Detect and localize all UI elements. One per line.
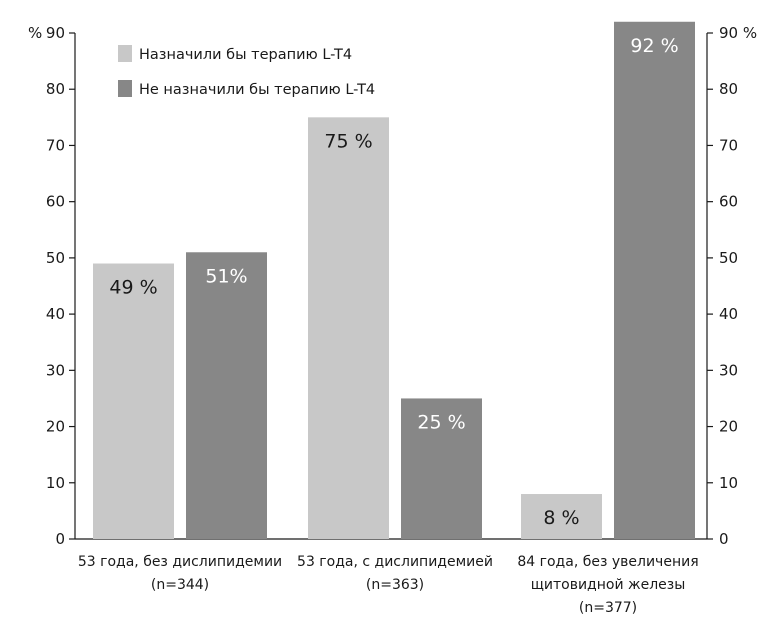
left-y-tick-label: 0	[55, 530, 65, 548]
category-label: (n=363)	[366, 577, 424, 593]
bar-prescribe-2	[308, 117, 389, 539]
right-y-tick-label: 40	[719, 305, 738, 323]
axes: 0 0 10 10 20 20 30 30 40 40 50 50 60 60 70 70 80 80 90 90 %…	[28, 24, 757, 548]
category-labels: 53 года, без дислипидемии (n=344) 53 года,…	[78, 554, 699, 616]
right-y-tick-label: 0	[719, 530, 729, 548]
right-y-tick-label: 70	[719, 136, 738, 154]
category-label: щитовидной железы	[531, 577, 686, 593]
bars	[93, 21, 695, 540]
left-unit-label: %	[28, 24, 42, 42]
left-y-tick-label: 10	[46, 474, 65, 492]
right-y-tick-label: 50	[719, 249, 738, 267]
left-y-tick-label: 50	[46, 249, 65, 267]
left-y-tick-label: 90	[46, 24, 65, 42]
left-y-tick-label: 60	[46, 193, 65, 211]
category-label: (n=344)	[151, 577, 209, 593]
left-y-tick-label: 40	[46, 305, 65, 323]
legend-label: Не назначили бы терапию L-T4	[139, 82, 375, 98]
bar-not-prescribe-2	[401, 398, 482, 539]
value-labels: 49 % 51% 75 % 25 % 8 % 92 %	[109, 35, 678, 529]
category-label: 53 года, без дислипидемии	[78, 554, 282, 570]
category-label: (n=377)	[579, 600, 637, 616]
bar-not-prescribe-3	[614, 21, 695, 540]
bar-not-prescribe-1	[186, 252, 267, 539]
left-y-tick-label: 70	[46, 136, 65, 154]
bar-prescribe-1	[93, 263, 174, 539]
right-y-tick-label: 20	[719, 418, 738, 436]
bar-value-label: 8 %	[543, 507, 579, 529]
right-y-tick-label: 60	[719, 193, 738, 211]
right-y-tick-label: 30	[719, 361, 738, 379]
bar-prescribe-3	[521, 494, 602, 539]
bar-value-label: 51%	[205, 265, 247, 287]
legend-label: Назначили бы терапию L-T4	[139, 47, 352, 63]
category-label: 84 года, без увеличения	[517, 554, 698, 570]
left-y-tick-label: 80	[46, 80, 65, 98]
right-y-tick-label: 90 %	[719, 24, 757, 42]
left-y-tick-label: 30	[46, 361, 65, 379]
bar-value-label: 92 %	[630, 35, 678, 57]
legend-swatch	[118, 80, 132, 97]
legend-swatch	[118, 45, 132, 62]
left-y-tick-label: 20	[46, 418, 65, 436]
legend: Назначили бы терапию L-T4 Не назначили бы…	[118, 45, 375, 98]
right-y-tick-label: 10	[719, 474, 738, 492]
bar-value-label: 25 %	[417, 411, 465, 433]
bar-value-label: 75 %	[324, 130, 372, 152]
right-y-tick-label: 80	[719, 80, 738, 98]
category-label: 53 года, с дислипидемией	[297, 554, 493, 570]
bar-value-label: 49 %	[109, 277, 157, 299]
